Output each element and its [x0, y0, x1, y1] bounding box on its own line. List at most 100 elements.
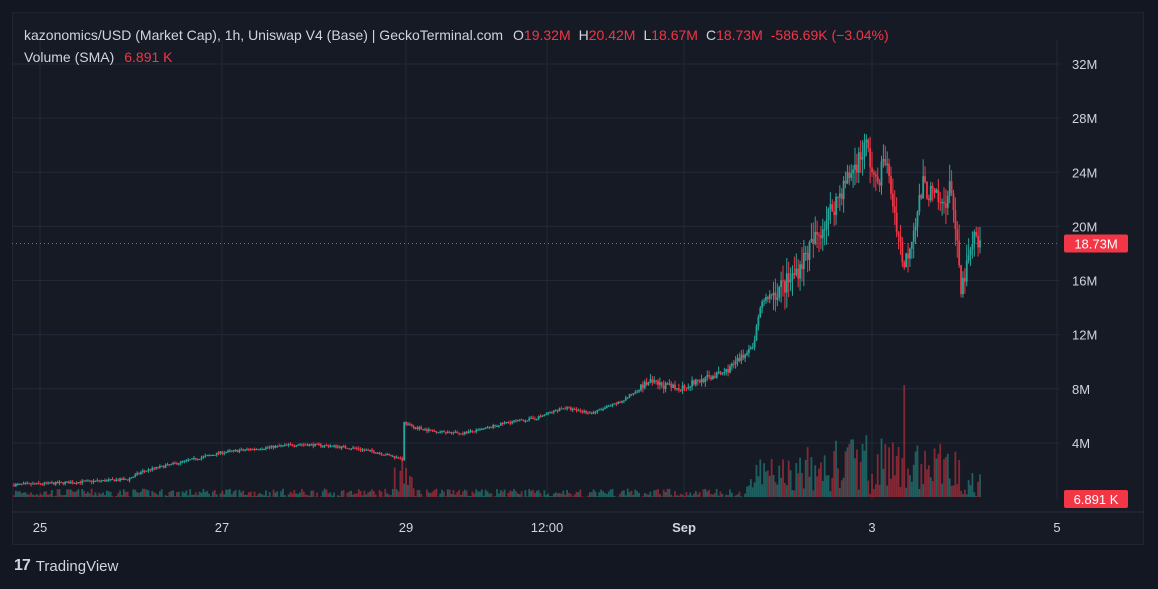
volume-bar: [272, 489, 275, 497]
candle-body: [581, 411, 584, 413]
volume-bar: [297, 493, 300, 497]
candle-body: [462, 433, 464, 435]
candle-body: [162, 465, 165, 468]
volume-bar: [884, 444, 887, 497]
candle-body: [497, 425, 500, 427]
candle-body: [338, 446, 341, 449]
candle-body: [602, 409, 604, 411]
symbol-title[interactable]: kazonomics/USD (Market Cap), 1h, Uniswap…: [24, 27, 504, 43]
candle-body: [696, 379, 699, 381]
candle-body: [753, 340, 756, 348]
candle-body: [706, 375, 709, 378]
volume-bar: [467, 495, 470, 497]
candle-body: [757, 317, 760, 327]
candle-body: [861, 157, 864, 160]
high-value: 20.42M: [588, 27, 636, 43]
volume-bar: [952, 485, 955, 497]
candle-body: [37, 482, 40, 484]
candle-body: [115, 479, 118, 482]
volume-bar: [946, 453, 949, 497]
candle-body: [738, 358, 741, 361]
candle-body: [649, 379, 652, 383]
candle-body: [746, 352, 748, 355]
candle-body: [486, 427, 489, 429]
candle-body: [24, 483, 27, 485]
volume-bar: [193, 494, 195, 497]
candle-body: [530, 417, 532, 419]
volume-bar: [304, 494, 307, 497]
volume-bar: [977, 481, 980, 497]
volume-bar: [873, 488, 875, 497]
candle-body: [372, 451, 375, 453]
volume-bar: [85, 493, 87, 497]
volume-bar: [660, 496, 663, 497]
candle-body: [263, 448, 265, 450]
volume-bar: [528, 489, 531, 497]
candle-body: [876, 176, 879, 183]
candle-body: [812, 238, 815, 244]
candle-body: [117, 479, 120, 481]
candle-body: [666, 383, 669, 385]
candle-body: [693, 380, 695, 385]
candle-body: [717, 371, 720, 373]
volume-bar: [361, 495, 364, 497]
volume-bar: [386, 493, 389, 497]
volume-bar: [208, 493, 210, 497]
volume-bar: [734, 495, 737, 497]
volume-bar: [759, 459, 762, 497]
volume-bar: [543, 490, 546, 497]
volume-bar: [823, 455, 826, 497]
candle-body: [789, 279, 792, 283]
volume-bar: [299, 492, 301, 497]
volume-bar: [287, 494, 290, 497]
volume-bar: [183, 492, 186, 497]
volume-bar: [213, 489, 216, 497]
candle-body: [766, 297, 769, 299]
volume-bar: [632, 495, 635, 497]
candle-body: [655, 380, 658, 382]
candle-body: [429, 429, 432, 431]
candle-body: [208, 455, 210, 457]
candle-body: [808, 242, 811, 260]
candle-body: [54, 481, 57, 485]
volume-bar: [471, 491, 474, 497]
volume-bar: [141, 488, 144, 497]
candle-body: [539, 416, 542, 418]
volume-bar: [725, 494, 728, 497]
candle-body: [439, 431, 442, 433]
volume-bar: [560, 493, 563, 497]
candle-body: [619, 402, 622, 404]
candle-body: [662, 385, 665, 389]
volume-bar: [268, 492, 271, 497]
volume-bar: [649, 491, 652, 497]
candle-body: [566, 407, 568, 409]
volume-bar: [494, 496, 497, 497]
candle-body: [791, 273, 794, 280]
candle-body: [170, 463, 173, 465]
volume-bar: [842, 477, 845, 497]
candle-body: [283, 444, 286, 446]
candle-body: [509, 422, 512, 424]
volume-bar: [795, 463, 798, 497]
volume-bar: [973, 492, 976, 497]
candle-body: [293, 445, 296, 447]
volume-bar: [98, 492, 101, 497]
candle-body: [122, 478, 125, 480]
volume-bar: [653, 490, 656, 497]
volume-bar: [408, 475, 411, 497]
volume-bar: [405, 467, 407, 497]
volume-bar: [833, 451, 836, 497]
volume-bar: [643, 493, 646, 497]
volume-bar: [837, 468, 839, 497]
tradingview-logo[interactable]: 17 TradingView: [14, 557, 118, 575]
candle-body: [66, 481, 68, 483]
volume-bar: [433, 489, 436, 497]
volume-bar: [37, 495, 40, 497]
volume-label[interactable]: Volume (SMA): [24, 49, 115, 65]
volume-bar: [600, 489, 603, 497]
candle-body: [50, 482, 53, 484]
volume-bar: [458, 489, 461, 497]
volume-bar: [52, 496, 55, 497]
volume-bar: [81, 488, 84, 497]
